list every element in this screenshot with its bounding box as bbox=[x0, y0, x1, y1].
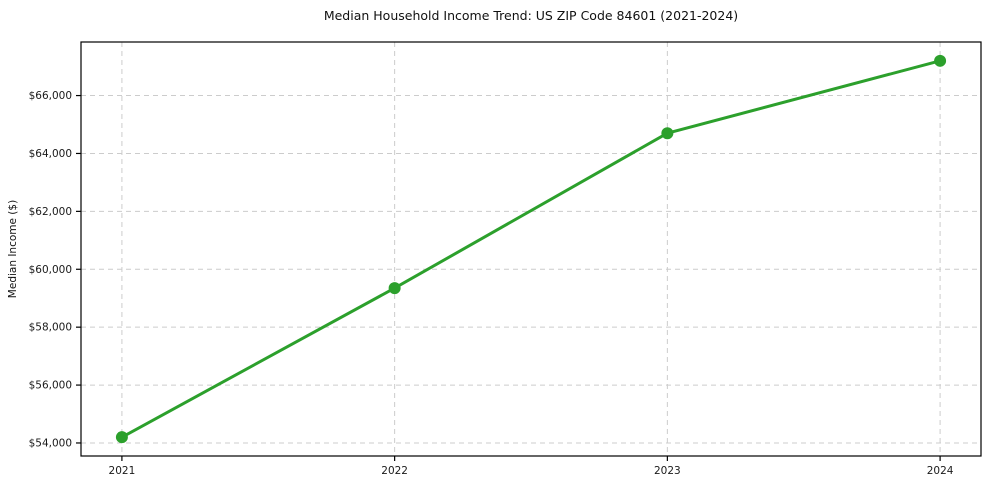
y-tick-label: $66,000 bbox=[29, 90, 72, 102]
data-point-marker bbox=[115, 431, 128, 444]
y-tick-label: $60,000 bbox=[29, 264, 72, 276]
x-tick-label: 2024 bbox=[927, 465, 954, 477]
data-point-marker bbox=[934, 54, 947, 67]
y-tick-label: $54,000 bbox=[29, 437, 72, 449]
y-tick-label: $56,000 bbox=[29, 380, 72, 392]
y-tick-label: $62,000 bbox=[29, 206, 72, 218]
x-tick-label: 2021 bbox=[109, 465, 136, 477]
trend-line bbox=[120, 59, 942, 439]
y-tick-label: $58,000 bbox=[29, 322, 72, 334]
x-tick-label: 2022 bbox=[381, 465, 408, 477]
data-point-marker bbox=[388, 282, 401, 295]
y-tick-label: $64,000 bbox=[29, 148, 72, 160]
chart-title: Median Household Income Trend: US ZIP Co… bbox=[323, 8, 739, 23]
axes-spines bbox=[80, 41, 982, 457]
x-tick-label: 2023 bbox=[654, 465, 681, 477]
data-point-marker bbox=[661, 127, 674, 140]
